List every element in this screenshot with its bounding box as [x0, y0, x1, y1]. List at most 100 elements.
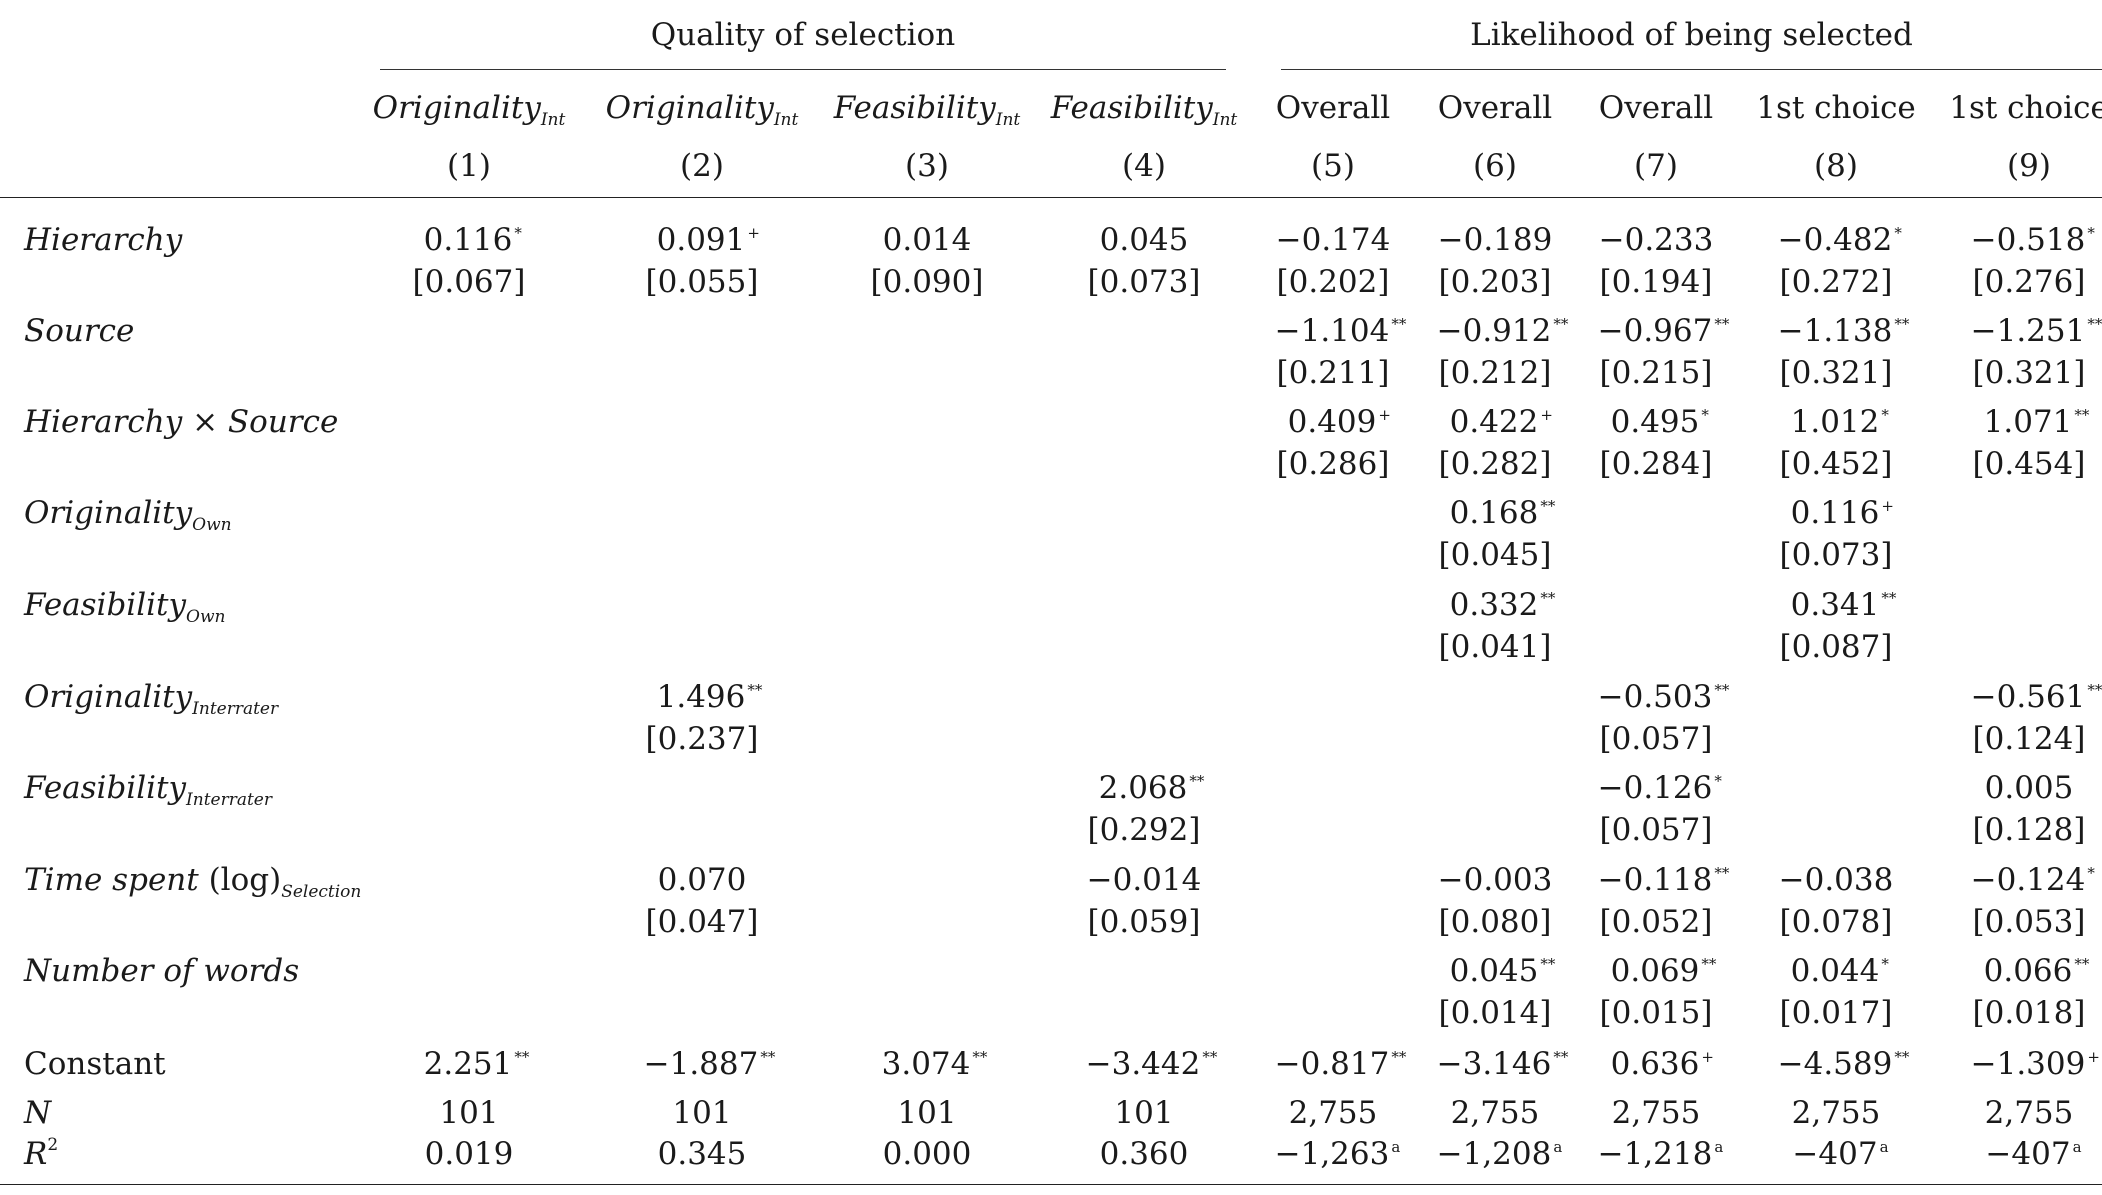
cell-value: −1,208 [1436, 1136, 1552, 1172]
cell-value: 0.019 [424, 1136, 514, 1172]
cell-value: [0.055] [645, 264, 759, 300]
coefficient-cell: −0.174 [1233, 217, 1433, 263]
row-label-text: Number of words [24, 953, 300, 989]
cell-value: [0.276] [1972, 264, 2086, 300]
row-label-subscript: Own [186, 607, 226, 627]
coefficient-cell: 0.045 [1044, 217, 1244, 263]
cell-value: [0.057] [1599, 812, 1713, 848]
coefficient-cell: 1.071 ** [1983, 404, 2090, 440]
cell-value: 0.168 [1449, 495, 1539, 531]
cell-value: −0.014 [1086, 862, 1202, 898]
coefficient-cell: −0.233 [1556, 217, 1756, 263]
footer-value-cell: −0.817 ** [1274, 1046, 1407, 1082]
std-error-cell: [0.057] [1556, 807, 1756, 853]
coefficient-cell: −0.482 * [1777, 222, 1902, 258]
cell-value: −0.912 [1436, 313, 1552, 349]
coefficient-cell: −0.189 [1395, 217, 1595, 263]
row-label-unit: (log) [198, 862, 282, 898]
cell-value: −0.518 [1970, 222, 2086, 258]
cell-value: −0.126 [1597, 770, 1713, 806]
cell-value: [0.237] [645, 721, 759, 757]
cell-value: 0.116 [423, 222, 513, 258]
std-error-cell: [0.053] [1929, 899, 2102, 945]
footer-label-3: R2 [24, 1131, 58, 1177]
row-label-2: Source [24, 308, 134, 354]
cell-value: [0.282] [1438, 446, 1552, 482]
std-error-cell: [0.454] [1929, 441, 2102, 487]
coefficient-cell: 0.116 * [423, 222, 522, 258]
column-number-3: (3) [905, 148, 949, 184]
column-number-1: (1) [447, 148, 491, 184]
column-number-6: (6) [1473, 148, 1517, 184]
footer-value-cell: 0.000 [827, 1131, 1027, 1177]
cell-value: 0.045 [1099, 222, 1189, 258]
footer-value-cell: −1,263 a [1274, 1136, 1401, 1172]
footer-value-cell: −1,218 a [1597, 1136, 1724, 1172]
row-label-8: Time spent (log)Selection [24, 857, 361, 903]
cell-value: −1.104 [1274, 313, 1390, 349]
cell-value: 2,755 [1611, 1095, 1701, 1131]
cell-value: [0.128] [1972, 812, 2086, 848]
cell-value: −0.189 [1437, 222, 1553, 258]
std-error-cell: [0.052] [1556, 899, 1756, 945]
row-label-1: Hierarchy [24, 217, 182, 263]
column-number-7: (7) [1634, 148, 1678, 184]
cell-value: −4.589 [1777, 1046, 1893, 1082]
footer-value-cell: 2,755 [1929, 1090, 2102, 1136]
cell-value: 2,755 [1984, 1095, 2074, 1131]
column-header-2: OriginalityInt [572, 85, 832, 131]
coefficient-cell: 0.168 ** [1449, 495, 1556, 531]
group-header-quality: Quality of selection [650, 17, 956, 53]
std-error-cell: [0.078] [1736, 899, 1936, 945]
cell-value: 0.116 [1790, 495, 1880, 531]
cell-value: 101 [897, 1095, 957, 1131]
row-label-subscript: Interrater [186, 790, 272, 810]
footer-value-cell: 2,755 [1233, 1090, 1433, 1136]
row-label-5: FeasibilityOwn [24, 582, 225, 628]
cell-value: 0.044 [1790, 953, 1880, 989]
row-label-text: Time spent [24, 862, 199, 898]
column-title-subscript: Int [540, 110, 566, 130]
footer-value-cell: 101 [827, 1090, 1027, 1136]
column-number-9: (9) [2007, 148, 2051, 184]
cell-value: [0.073] [1779, 537, 1893, 573]
coefficient-cell: 0.341 ** [1790, 587, 1897, 623]
cell-value: 0.005 [1984, 770, 2074, 806]
cell-value: 0.495 [1610, 404, 1700, 440]
column-title: Overall [1598, 90, 1714, 126]
cell-value: 0.332 [1449, 587, 1539, 623]
cell-value: 3.074 [881, 1046, 971, 1082]
cell-value: 2,755 [1450, 1095, 1540, 1131]
cell-value: −0.003 [1437, 862, 1553, 898]
coefficient-cell: −0.126 * [1597, 770, 1722, 806]
cell-value: [0.015] [1599, 995, 1713, 1031]
cell-value: 0.345 [657, 1136, 747, 1172]
cell-value: 0.066 [1983, 953, 2073, 989]
coefficient-cell: 0.069 ** [1610, 953, 1717, 989]
coefficient-cell: 0.422 + [1449, 404, 1553, 440]
coefficient-cell: −1.251 ** [1970, 313, 2102, 349]
column-title: Originality [372, 90, 541, 126]
footer-label-1: Constant [24, 1041, 166, 1087]
std-error-cell: [0.057] [1556, 716, 1756, 762]
std-error-cell: [0.087] [1736, 624, 1936, 670]
std-error-cell: [0.124] [1929, 716, 2102, 762]
cell-value: [0.080] [1438, 904, 1552, 940]
row-label-subscript: Own [192, 515, 232, 535]
row-label-subscript: Selection [281, 882, 362, 902]
cell-value: [0.284] [1599, 446, 1713, 482]
std-error-cell: [0.211] [1233, 350, 1433, 396]
cell-value: [0.321] [1972, 355, 2086, 391]
cell-value: [0.212] [1438, 355, 1552, 391]
footer-value-cell: 0.345 [602, 1131, 802, 1177]
coefficient-cell: 1.496 ** [656, 679, 763, 715]
cell-value: [0.203] [1438, 264, 1552, 300]
footer-value-cell: 0.360 [1044, 1131, 1244, 1177]
cell-value: 0.000 [882, 1136, 972, 1172]
column-number-8: (8) [1814, 148, 1858, 184]
footer-value-cell: 2,755 [1556, 1090, 1756, 1136]
footer-value-cell: 2,755 [1736, 1090, 1936, 1136]
cell-value: −0.561 [1970, 679, 2086, 715]
row-label-text: Originality [24, 495, 193, 531]
cell-value: [0.073] [1087, 264, 1201, 300]
